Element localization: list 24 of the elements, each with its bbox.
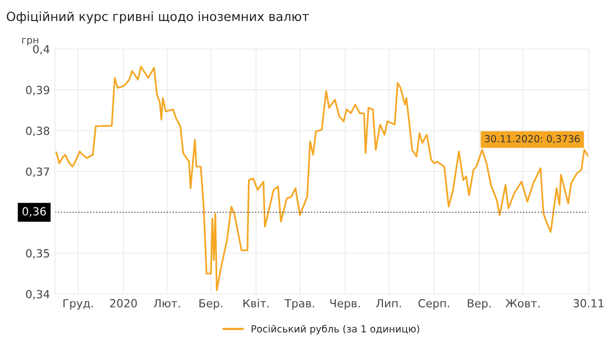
x-tick-label: 30.11 [574, 299, 604, 308]
x-tick-label: Черв. [330, 299, 360, 310]
y-tick-label: 0,35 [26, 249, 50, 259]
y-tick-label: 0,37 [26, 167, 50, 178]
annotation: 30.11.2020: 0,3736 [485, 135, 580, 144]
y-tick-label: 0,34 [26, 290, 50, 300]
x-tick-label: Груд. [64, 299, 93, 310]
y-tick-label: 0,38 [26, 126, 50, 136]
line-series [54, 66, 589, 292]
ref-line-label: 0,36 [22, 207, 46, 217]
x-tick-label: Лип. [376, 299, 401, 308]
x-tick-label: Бер. [200, 299, 222, 310]
y-axis-title: грн [22, 38, 38, 46]
chart-title: Офіційний курс гривні щодо іноземних валют [6, 11, 309, 24]
x-tick-label: Квіт. [243, 298, 269, 308]
x-tick-label: Вер. [468, 299, 491, 310]
legend-label: Російський рубль (за 1 одиницю) [252, 324, 420, 334]
x-tick-label: Серп. [418, 299, 450, 310]
x-tick-label: 2020 [110, 299, 137, 308]
y-tick-label: 0,4 [33, 44, 50, 55]
x-tick-label: Трав. [284, 299, 314, 310]
x-tick-label: Жовт. [506, 299, 540, 308]
x-tick-label: Лют. [154, 299, 180, 308]
y-tick-label: 0,39 [26, 86, 50, 96]
